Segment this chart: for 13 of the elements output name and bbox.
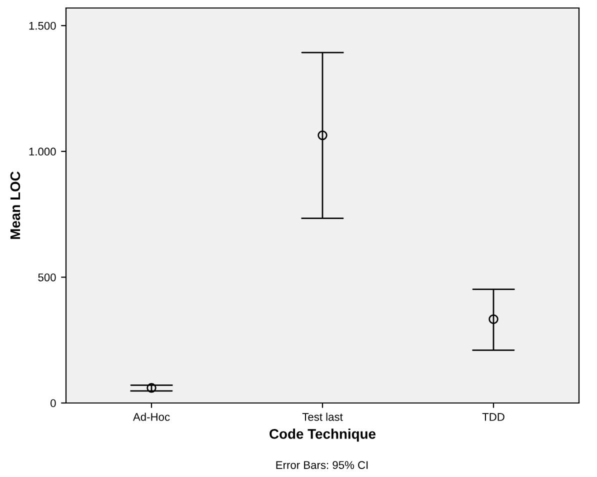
y-tick-label: 500 xyxy=(38,273,56,282)
text: Error Bars: 95% CI xyxy=(276,461,368,469)
point xyxy=(318,130,328,140)
x-axis-title: Code Technique xyxy=(270,428,376,442)
point xyxy=(146,383,156,393)
y-tick-label: 0 xyxy=(50,399,56,408)
point xyxy=(488,314,498,324)
x-tick-label: TDD xyxy=(482,413,504,421)
x-tick-label: Ad-Hoc xyxy=(133,412,170,421)
x-tick-label: Test last xyxy=(302,412,343,421)
y-axis-title: Mean LOC xyxy=(10,172,20,239)
y-tick-label: 1.500 xyxy=(29,22,56,30)
y-tick-label: 1.000 xyxy=(29,148,56,156)
